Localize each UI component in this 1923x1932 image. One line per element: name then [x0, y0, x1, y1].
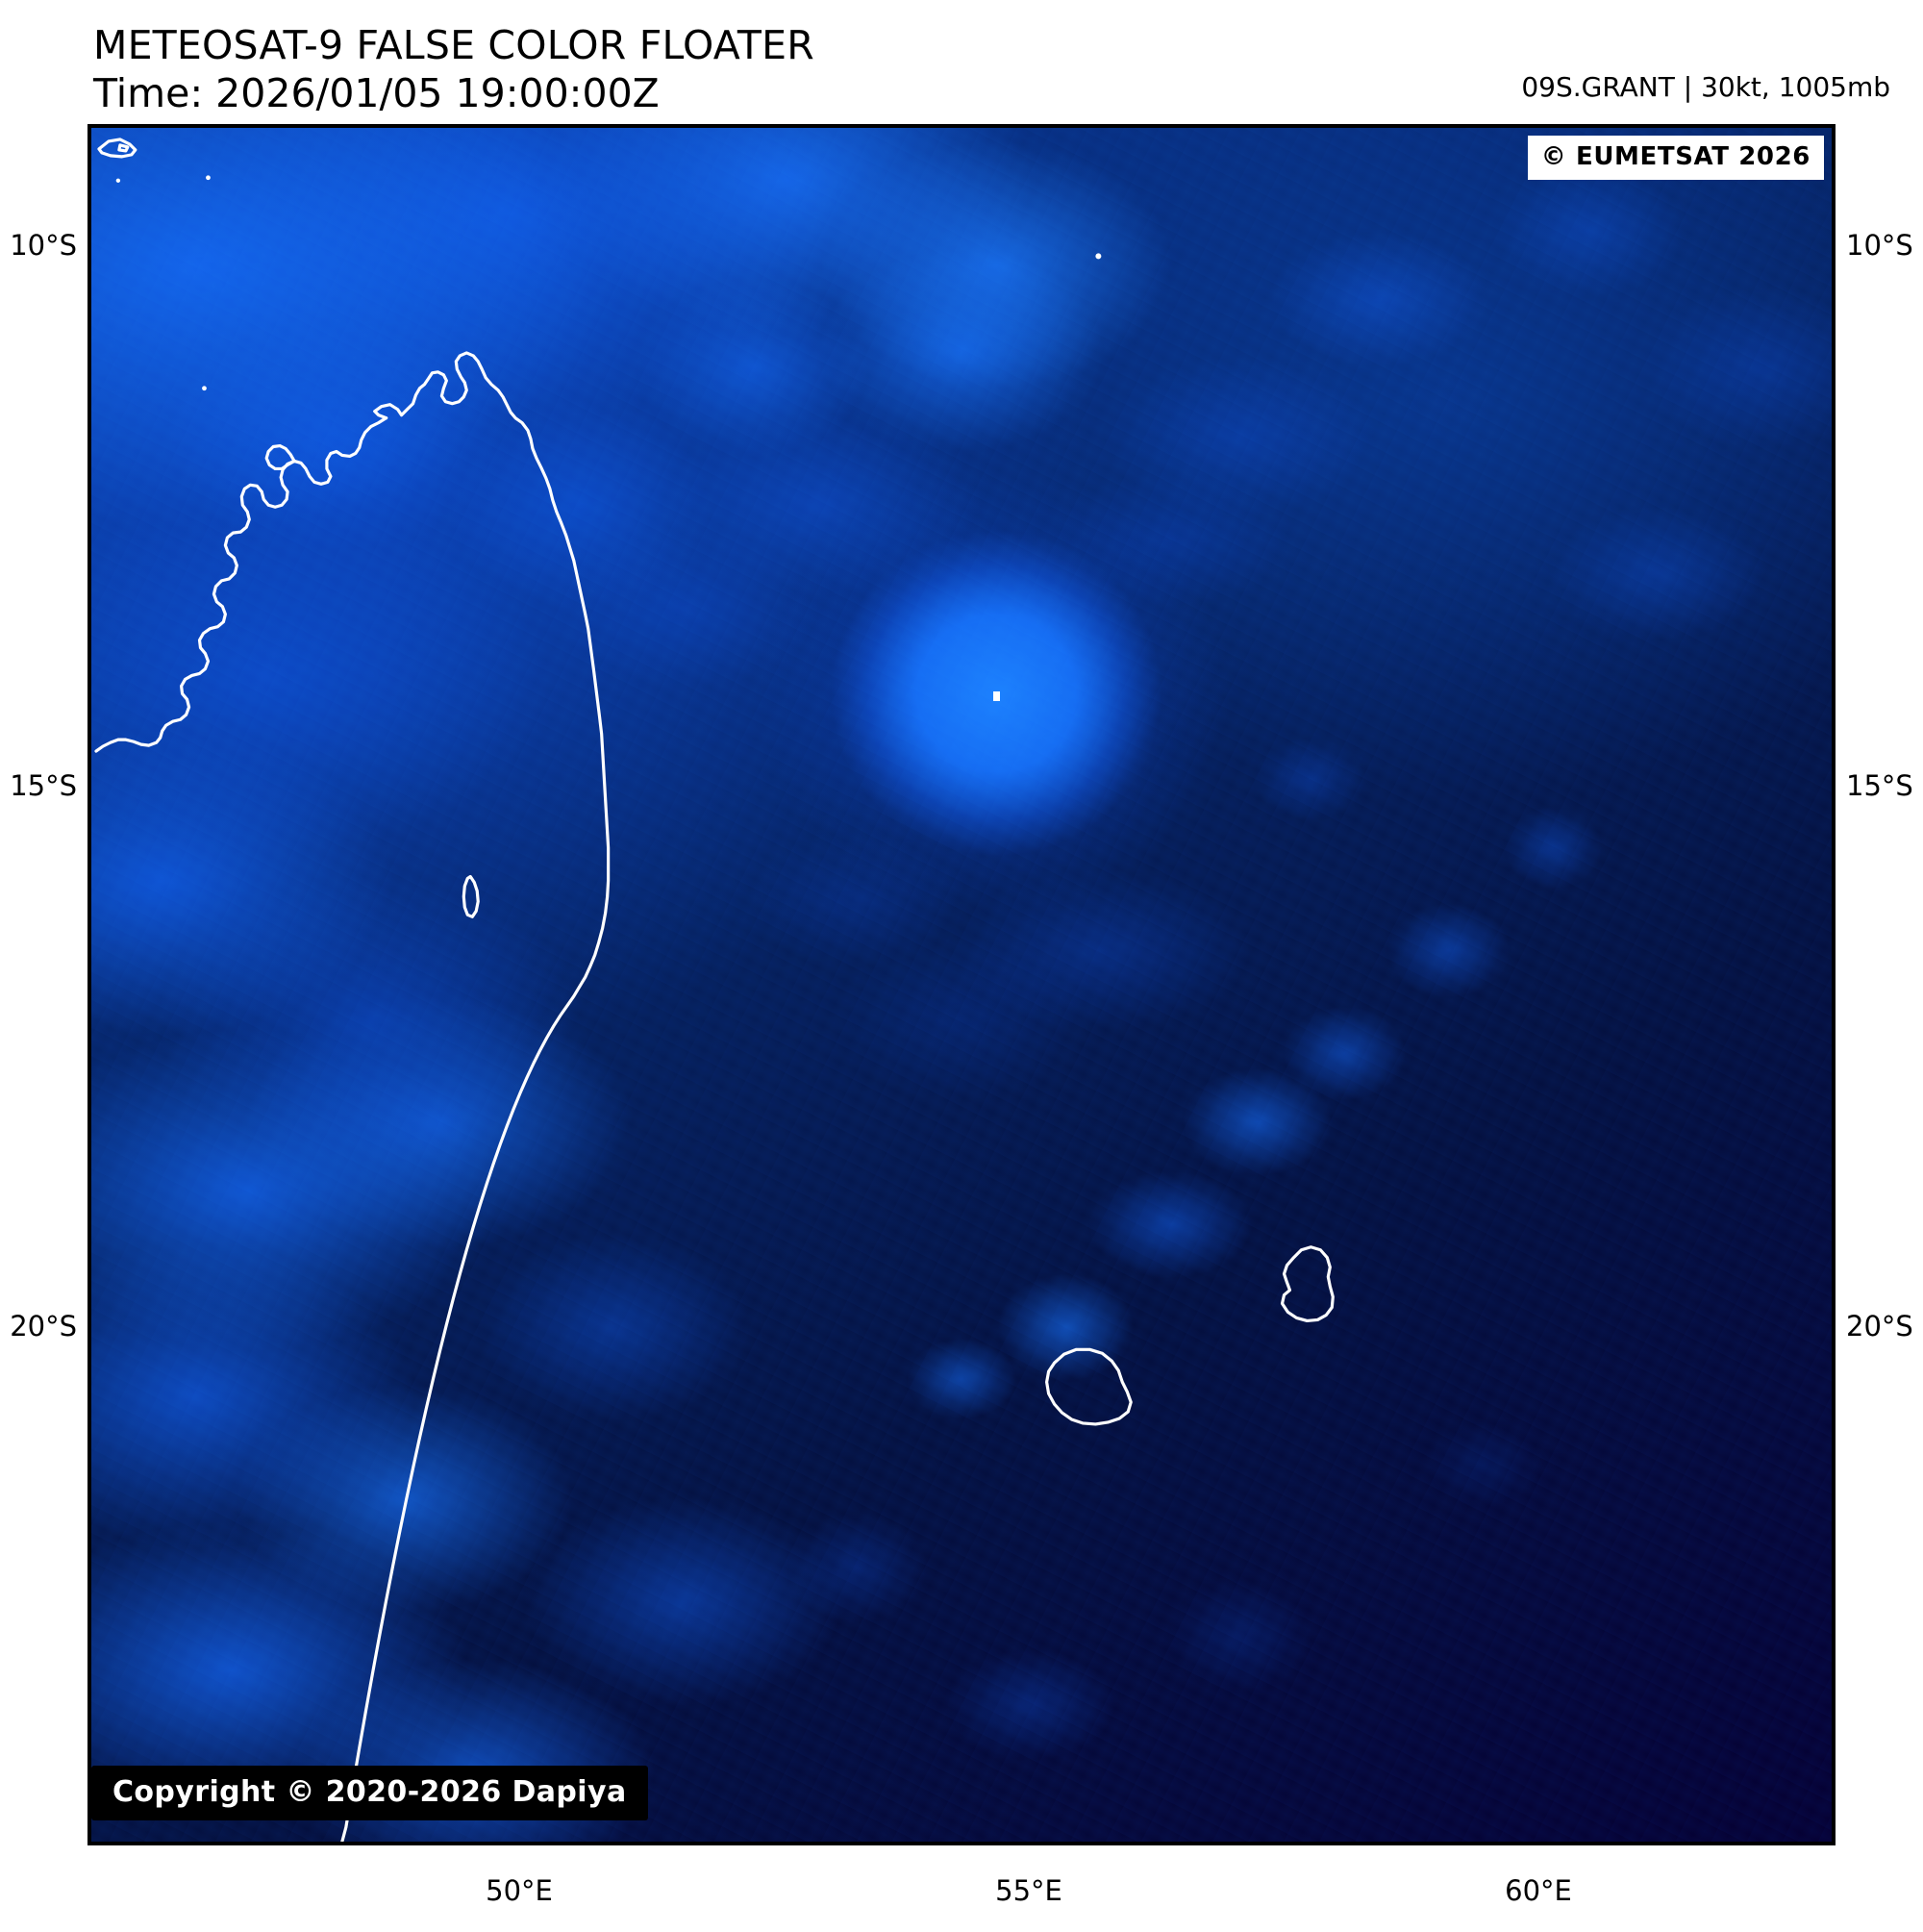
satellite-texture-layer — [91, 128, 1832, 1842]
lat-label-left-10s: 10°S — [10, 229, 77, 262]
coastline-mauritius — [1280, 1245, 1335, 1323]
timestamp-label: Time: 2026/01/05 19:00:00Z — [93, 70, 660, 116]
coastline-glorioso-islet — [117, 143, 130, 153]
lat-label-right-10s: 10°S — [1846, 229, 1913, 262]
lon-label-55e: 55°E — [995, 1874, 1062, 1907]
lon-label-60e: 60°E — [1505, 1874, 1572, 1907]
coastline-madagascar — [340, 351, 611, 1842]
storm-info-label: 09S.GRANT | 30kt, 1005mb — [1521, 71, 1890, 103]
eumetsat-credit-badge: © EUMETSAT 2026 — [1527, 136, 1824, 180]
dapiya-copyright-banner: Copyright © 2020-2026 Dapiya — [91, 1766, 648, 1820]
lon-label-50e: 50°E — [486, 1874, 553, 1907]
satellite-map-frame[interactable]: © EUMETSAT 2026 Copyright © 2020-2026 Da… — [87, 124, 1836, 1845]
storm-center-marker — [992, 691, 1000, 702]
coastline-madagascar-west — [94, 416, 388, 753]
lat-label-left-20s: 20°S — [10, 1310, 77, 1342]
coastline-islet-dot-b — [206, 175, 211, 181]
lat-label-right-20s: 20°S — [1846, 1310, 1913, 1342]
coastline-glorioso — [97, 138, 137, 159]
coastline-sainte-marie — [462, 874, 480, 918]
coastline-madagascar-peninsula — [264, 443, 296, 471]
coastline-reunion — [1045, 1347, 1133, 1426]
coastline-islet-dot-a — [115, 178, 121, 183]
coastline-islet-dot-c — [202, 386, 207, 391]
coastline-islet-dot-d — [1095, 253, 1102, 260]
coastline-overlay — [94, 138, 1335, 1842]
lat-label-right-15s: 15°S — [1846, 769, 1913, 802]
lat-label-left-15s: 15°S — [10, 769, 77, 802]
satellite-southeast-cells — [91, 128, 1832, 1842]
page-title: METEOSAT-9 FALSE COLOR FLOATER — [93, 22, 814, 68]
